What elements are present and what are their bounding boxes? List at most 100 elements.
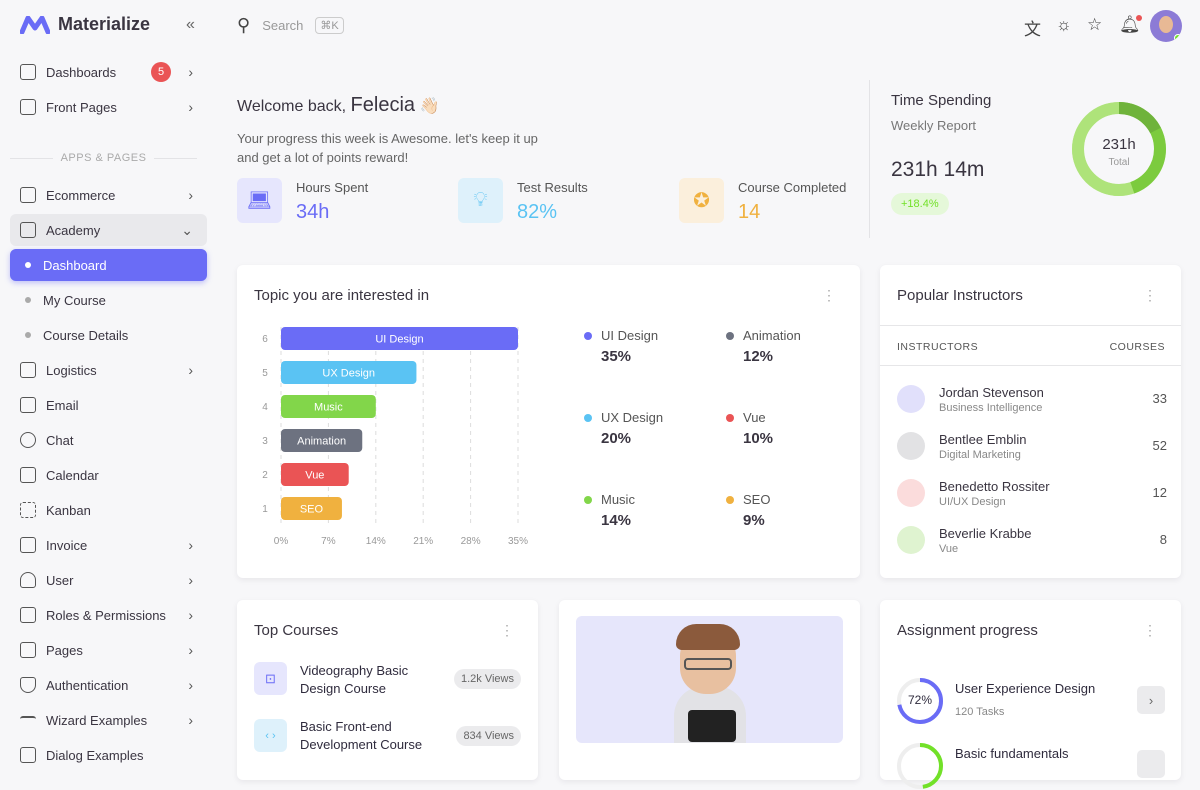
user-name: Felecia bbox=[350, 94, 416, 116]
sidebar-item-course-details[interactable]: Course Details bbox=[10, 319, 207, 351]
welcome-heading: Welcome back, Felecia 👋🏻 bbox=[237, 94, 439, 117]
stat-label: Course Completed bbox=[738, 180, 847, 195]
assignment-name: User Experience Design bbox=[955, 681, 1096, 696]
line: and get a lot of points reward! bbox=[237, 150, 409, 165]
line: Videography Basic bbox=[300, 663, 409, 678]
table-row[interactable]: Beverlie Krabbe Vue 8 bbox=[897, 522, 1167, 562]
chevron-right-icon: › bbox=[188, 64, 193, 80]
translate-icon[interactable]: 文 bbox=[1024, 20, 1041, 39]
time-donut bbox=[1072, 102, 1166, 196]
sidebar-item-calendar[interactable]: Calendar bbox=[10, 459, 207, 491]
top-courses-card: Top Courses ⋮ ⊡ Videography Basic Design … bbox=[237, 600, 538, 780]
legend-pct: 9% bbox=[743, 512, 765, 529]
sidebar-item-dashboards[interactable]: Dashboards 5 › bbox=[10, 56, 207, 88]
table-row[interactable]: Jordan Stevenson Business Intelligence 33 bbox=[897, 381, 1167, 421]
avatar bbox=[897, 479, 925, 507]
course-name[interactable]: Videography Basic Design Course bbox=[300, 662, 408, 698]
course-count: 12 bbox=[1152, 485, 1167, 500]
more-options-icon[interactable]: ⋮ bbox=[500, 622, 514, 638]
lightbulb-icon: 💡︎ bbox=[458, 178, 503, 223]
label: Dashboards bbox=[46, 64, 117, 80]
sun-icon[interactable]: ☼ bbox=[1056, 15, 1072, 34]
legend-name: Vue bbox=[743, 410, 766, 425]
more-options-icon[interactable]: ⋮ bbox=[1143, 622, 1157, 638]
sidebar-item-authentication[interactable]: Authentication › bbox=[10, 669, 207, 701]
sidebar-item-my-course[interactable]: My Course bbox=[10, 284, 207, 316]
graduation-cap-icon bbox=[20, 222, 36, 238]
card-title: Popular Instructors bbox=[897, 287, 1023, 304]
x-tick-label: 21% bbox=[413, 536, 433, 547]
legend-item: Music 14% bbox=[584, 492, 635, 529]
chevron-right-button[interactable] bbox=[1137, 750, 1165, 778]
star-icon[interactable]: ☆ bbox=[1087, 15, 1103, 34]
table-row[interactable]: Benedetto Rossiter UI/UX Design 12 bbox=[897, 475, 1167, 515]
collapse-sidebar-icon[interactable]: « bbox=[186, 16, 195, 33]
video-icon: ⊡ bbox=[254, 662, 287, 695]
sidebar-item-kanban[interactable]: Kanban bbox=[10, 494, 207, 526]
sidebar-item-email[interactable]: Email bbox=[10, 389, 207, 421]
task-count: 120 Tasks bbox=[955, 706, 1005, 718]
app-logo[interactable]: Materialize bbox=[20, 14, 150, 35]
instructor-name: Bentlee Emblin bbox=[939, 432, 1027, 447]
y-tick-label: 4 bbox=[262, 402, 268, 413]
label: My Course bbox=[43, 292, 106, 308]
sidebar-item-wizard[interactable]: Wizard Examples › bbox=[10, 704, 207, 736]
legend-dot bbox=[584, 414, 592, 422]
legend-pct: 12% bbox=[743, 348, 774, 365]
label: Wizard Examples bbox=[46, 712, 148, 728]
legend-name: SEO bbox=[743, 492, 771, 507]
column-header: INSTRUCTORS bbox=[897, 341, 979, 353]
progress-pct: 72% bbox=[907, 693, 933, 707]
chevron-right-icon: › bbox=[188, 712, 193, 728]
wave-icon: 👋🏻 bbox=[419, 98, 440, 115]
x-tick-label: 0% bbox=[274, 536, 289, 547]
section-label: APPS & PAGES bbox=[60, 152, 147, 164]
bar-label: Vue bbox=[305, 470, 324, 482]
wizard-icon bbox=[20, 716, 36, 724]
instructor-role: Business Intelligence bbox=[939, 402, 1043, 414]
views-badge: 834 Views bbox=[456, 726, 521, 746]
sidebar-item-chat[interactable]: Chat bbox=[10, 424, 207, 456]
course-count: 8 bbox=[1159, 532, 1167, 547]
legend-pct: 14% bbox=[601, 512, 632, 529]
stat-course-completed: ✪ Course Completed 14 bbox=[679, 178, 846, 224]
sidebar-item-pages[interactable]: Pages › bbox=[10, 634, 207, 666]
sidebar-item-user[interactable]: User › bbox=[10, 564, 207, 596]
bell-icon[interactable]: 🔔︎ bbox=[1119, 15, 1142, 34]
chevron-right-button[interactable]: › bbox=[1137, 686, 1165, 714]
divider bbox=[869, 80, 870, 238]
sidebar-item-dialog[interactable]: Dialog Examples bbox=[10, 739, 207, 771]
user-avatar[interactable] bbox=[1150, 10, 1182, 42]
legend-pct: 35% bbox=[601, 348, 632, 365]
time-subtitle: Weekly Report bbox=[891, 118, 977, 133]
x-tick-label: 14% bbox=[366, 536, 386, 547]
shield-icon bbox=[20, 677, 36, 693]
course-name[interactable]: Basic Front-end Development Course bbox=[300, 718, 422, 754]
label: Front Pages bbox=[46, 99, 117, 115]
line: Basic Front-end bbox=[300, 719, 392, 734]
bar-label: Animation bbox=[297, 436, 346, 448]
chevron-right-icon: › bbox=[188, 642, 193, 658]
assignment-card: Assignment progress ⋮ 72% User Experienc… bbox=[880, 600, 1181, 789]
more-options-icon[interactable]: ⋮ bbox=[1143, 287, 1157, 303]
label: Ecommerce bbox=[46, 187, 116, 203]
dialog-icon bbox=[20, 747, 36, 763]
y-tick-label: 6 bbox=[262, 334, 268, 345]
legend-dot bbox=[726, 414, 734, 422]
sidebar-item-front-pages[interactable]: Front Pages › bbox=[10, 91, 207, 123]
progress-ring bbox=[897, 743, 943, 789]
bar-label: Music bbox=[314, 402, 343, 414]
user-icon bbox=[20, 572, 36, 588]
sidebar-item-roles[interactable]: Roles & Permissions › bbox=[10, 599, 207, 631]
more-options-icon[interactable]: ⋮ bbox=[822, 287, 836, 303]
app-name: Materialize bbox=[58, 14, 151, 34]
sidebar-item-logistics[interactable]: Logistics › bbox=[10, 354, 207, 386]
bar-ui-design bbox=[281, 327, 518, 350]
bar-seo bbox=[281, 497, 342, 520]
table-row[interactable]: Bentlee Emblin Digital Marketing 52 bbox=[897, 428, 1167, 468]
sidebar-item-ecommerce[interactable]: Ecommerce › bbox=[10, 179, 207, 211]
search-input[interactable]: ⚲ Search ⌘K bbox=[237, 15, 344, 36]
sidebar-item-academy[interactable]: Academy ⌄ bbox=[10, 214, 207, 246]
sidebar-item-academy-dashboard[interactable]: Dashboard bbox=[10, 249, 207, 281]
sidebar-item-invoice[interactable]: Invoice › bbox=[10, 529, 207, 561]
